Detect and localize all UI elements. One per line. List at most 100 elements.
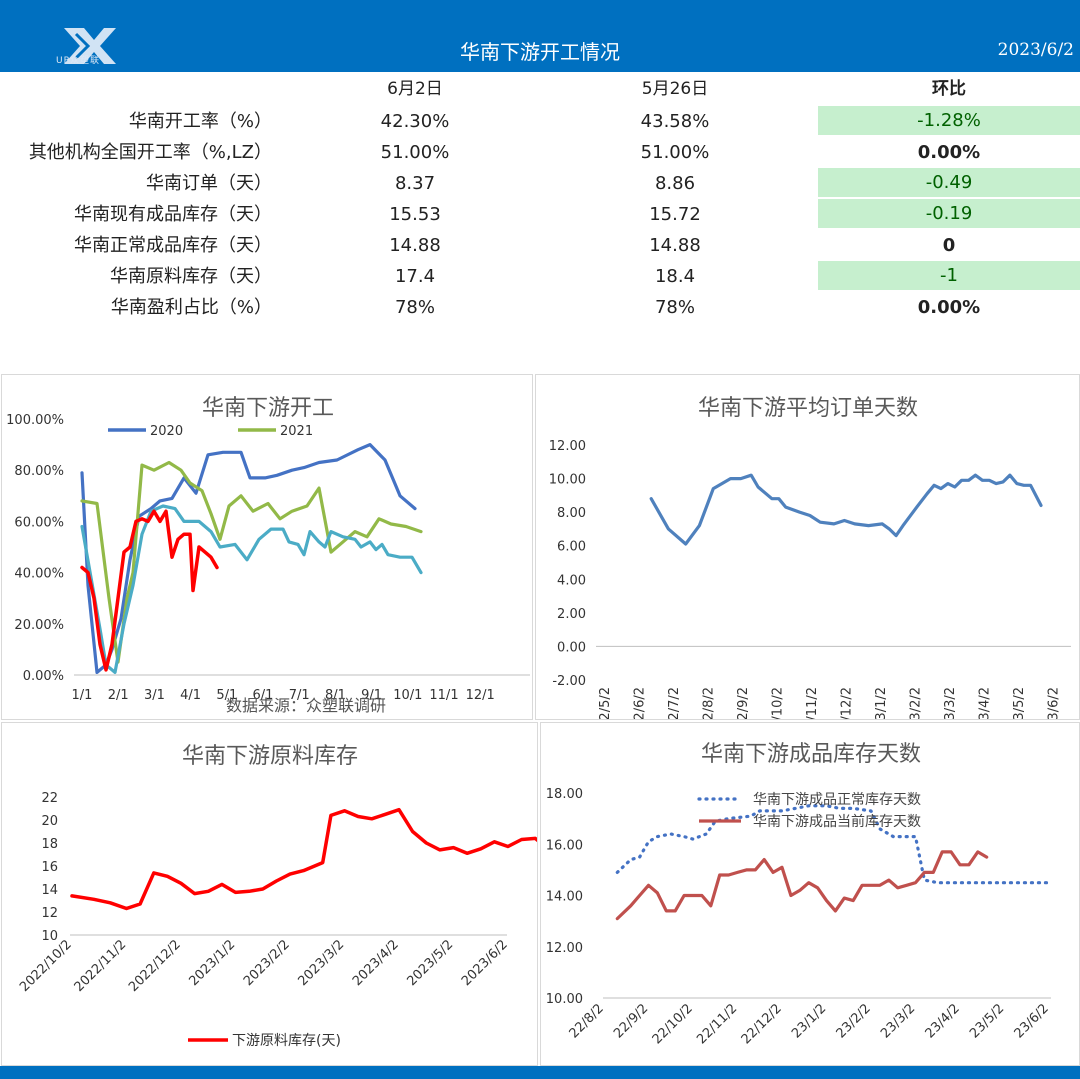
legend-label: 华南下游成品正常库存天数 <box>753 792 921 808</box>
x-tick-label: 23/2/2 <box>834 1001 874 1041</box>
chart-panel-orders: 华南下游平均订单天数 -2.00 0.00 2.00 4.00 6.00 8.00 10.00… <box>535 374 1080 737</box>
row-label: 华南盈利占比（%） <box>110 297 272 318</box>
x-tick-label: 2/1 <box>108 688 129 703</box>
x-tick-label: 2023/6/2 <box>459 937 511 989</box>
value-current: 51.00% <box>380 142 450 163</box>
value-previous: 14.88 <box>649 235 701 256</box>
chart-orders: 华南下游平均订单天数 -2.00 0.00 2.00 4.00 6.00 8.00 10.00… <box>549 396 1071 737</box>
column-header-previous: 5月26日 <box>641 79 709 99</box>
y-tick-label: 8.00 <box>557 506 586 521</box>
legend-label: 下游原料库存(天) <box>232 1033 341 1049</box>
row-label: 华南开工率（%） <box>128 111 272 132</box>
x-tick-label: 22/9/2 <box>611 1001 651 1041</box>
chart-panel-finished-inventory: 华南下游成品库存天数 10.00 12.00 14.00 16.00 18.00 22/8/… <box>540 722 1080 1066</box>
page-title: 华南下游开工情况 <box>460 40 620 64</box>
legend-label: 华南下游成品当前库存天数 <box>753 813 921 830</box>
y-tick-label: 10 <box>41 929 58 944</box>
report-header: UP众塑联 华南下游开工情况 2023/6/2 <box>0 0 1080 72</box>
value-current: 14.88 <box>389 235 441 256</box>
series-line <box>80 460 423 664</box>
x-tick-label: 22/9/2 <box>736 687 751 719</box>
x-tick-label: 6/1 <box>253 688 274 703</box>
footer-bar <box>0 1066 1080 1079</box>
x-tick-label: 3/1 <box>144 688 165 703</box>
chart-title: 华南下游原料库存 <box>182 744 358 769</box>
chart-panel-operating-rate: 华南下游开工 0.00% 20.00% 40.00% 60.00% 80.00% 100.0… <box>1 374 533 720</box>
x-tick-label: 22/11/2 <box>694 1001 740 1047</box>
x-tick-label: 2023/4/2 <box>350 937 402 989</box>
series-line <box>70 807 551 911</box>
x-tick-label: 22/11/2 <box>805 687 820 719</box>
chart-finished-inventory: 华南下游成品库存天数 10.00 12.00 14.00 16.00 18.00 22/8/… <box>546 742 1052 1047</box>
y-tick-label: 0.00% <box>23 669 64 684</box>
x-tick-label: 5/1 <box>216 688 237 703</box>
x-tick-label: 22/8/2 <box>702 687 717 719</box>
x-tick-label: 9/1 <box>361 688 382 703</box>
value-current: 8.37 <box>394 173 436 194</box>
x-tick-label: 12/1 <box>466 688 495 703</box>
column-header-change: 环比 <box>932 79 966 99</box>
legend-label: 2020 <box>150 424 183 439</box>
y-tick-label: 12.00 <box>549 439 586 454</box>
logo-text: UP众塑联 <box>56 56 101 66</box>
value-previous: 43.58% <box>640 111 710 132</box>
row-label: 华南现有成品库存（天） <box>74 204 272 225</box>
x-tick-label: 10/1 <box>393 688 422 703</box>
row-label: 华南订单（天） <box>146 173 272 194</box>
value-current: 42.30% <box>380 111 450 132</box>
value-change: -1.28% <box>818 106 1080 135</box>
series-line <box>615 850 989 921</box>
value-change: -1 <box>818 261 1080 290</box>
x-tick-label: 23/3/2 <box>943 687 958 719</box>
y-tick-label: 6.00 <box>557 540 586 555</box>
row-label: 其他机构全国开工率（%,LZ） <box>28 142 272 163</box>
logo-icon <box>64 28 116 64</box>
value-previous: 78% <box>654 297 695 318</box>
x-tick-label: 4/1 <box>180 688 201 703</box>
x-tick-label: 2022/10/2 <box>17 937 75 995</box>
y-tick-label: 18 <box>41 837 58 852</box>
y-tick-label: 16 <box>41 860 58 875</box>
y-tick-label: 10.00 <box>546 992 583 1007</box>
y-tick-label: 20.00% <box>14 618 64 633</box>
source-note: 数据来源：众塑联调研 <box>226 696 386 715</box>
chart-panel-raw-inventory: 华南下游原料库存 10 12 14 16 18 20 22 2022/10/2 2022/11/2… <box>1 722 551 1066</box>
chart-raw-inventory: 华南下游原料库存 10 12 14 16 18 20 22 2022/10/22022/11/2… <box>17 744 551 1049</box>
summary-table: 6月2日 5月26日 环比 华南开工率（%） 42.30% 43.58% -1.28%… <box>0 72 1080 372</box>
value-previous: 51.00% <box>640 142 710 163</box>
x-tick-label: 22/12/2 <box>840 687 855 719</box>
y-tick-label: 80.00% <box>14 464 64 479</box>
x-tick-label: 23/5/2 <box>967 1001 1007 1041</box>
value-previous: 15.72 <box>649 204 701 225</box>
y-tick-label: 0.00 <box>557 640 586 655</box>
column-header-current: 6月2日 <box>387 79 443 99</box>
value-current: 15.53 <box>389 204 441 225</box>
x-tick-label: 23/1/2 <box>874 687 889 719</box>
x-tick-label: 22/8/2 <box>567 1001 607 1041</box>
value-previous: 18.4 <box>654 266 696 287</box>
y-tick-label: 14 <box>41 883 58 898</box>
value-current: 17.4 <box>394 266 436 287</box>
series-line <box>80 504 423 674</box>
legend-label: 2021 <box>280 424 313 439</box>
y-tick-label: 40.00% <box>14 567 64 582</box>
value-change: 0 <box>942 235 956 256</box>
x-tick-label: 23/6/2 <box>1047 687 1062 719</box>
series-line <box>80 509 219 672</box>
x-tick-label: 22/12/2 <box>739 1001 785 1047</box>
chart-title: 华南下游平均订单天数 <box>698 396 918 421</box>
y-tick-label: 22 <box>41 791 58 806</box>
y-tick-label: 10.00 <box>549 473 586 488</box>
value-change: 0.00% <box>917 142 981 163</box>
x-tick-label: 22/7/2 <box>667 687 682 719</box>
y-tick-label: 4.00 <box>557 573 586 588</box>
x-tick-label: 23/6/2 <box>1012 1001 1052 1041</box>
x-tick-label: 2022/11/2 <box>72 937 130 995</box>
value-current: 78% <box>394 297 435 318</box>
chart-title: 华南下游开工 <box>202 396 334 421</box>
report-date: 2023/6/2 <box>997 40 1074 60</box>
x-tick-label: 2023/5/2 <box>404 937 456 989</box>
chart-operating-rate: 华南下游开工 0.00% 20.00% 40.00% 60.00% 80.00% 100.0… <box>6 396 530 715</box>
y-tick-label: 12.00 <box>546 941 583 956</box>
y-tick-label: 20 <box>41 814 58 829</box>
